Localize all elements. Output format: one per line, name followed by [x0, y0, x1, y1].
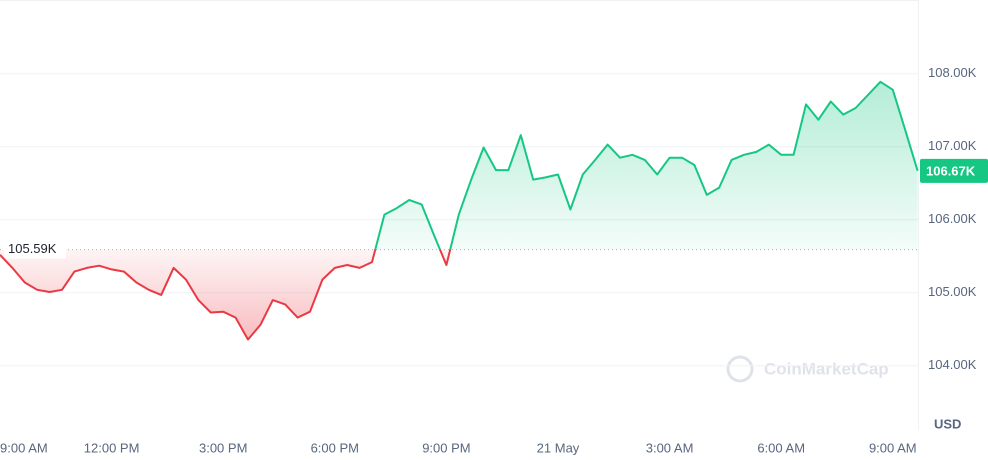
y-tick-label: 108.00K — [928, 65, 977, 80]
x-tick-label: 9:00 AM — [869, 440, 917, 455]
y-tick-label: 105.00K — [928, 284, 977, 299]
x-tick-label: 3:00 PM — [199, 440, 247, 455]
y-tick-label: 106.00K — [928, 211, 977, 226]
x-tick-label: 9:00 PM — [422, 440, 470, 455]
x-tick-label: 3:00 AM — [646, 440, 694, 455]
x-tick-label: 21 May — [537, 440, 580, 455]
baseline-label: 105.59K — [8, 241, 57, 256]
watermark: CoinMarketCap — [726, 355, 889, 383]
watermark-text: CoinMarketCap — [764, 359, 889, 378]
x-tick-label: 6:00 PM — [311, 440, 359, 455]
last-price-bg — [920, 158, 988, 183]
x-tick-label: 6:00 AM — [757, 440, 805, 455]
area-fill — [0, 81, 918, 340]
baseline-label-bg — [4, 238, 66, 259]
x-tick-label: 12:00 PM — [84, 440, 140, 455]
currency-label: USD — [934, 416, 961, 431]
y-tick-label: 107.00K — [928, 138, 977, 153]
price-line — [0, 80, 919, 341]
watermark-logo — [726, 355, 754, 383]
y-tick-label: 104.00K — [928, 357, 977, 372]
x-tick-label: 9:00 AM — [0, 440, 48, 455]
last-price-label: 106.67K — [926, 163, 976, 178]
